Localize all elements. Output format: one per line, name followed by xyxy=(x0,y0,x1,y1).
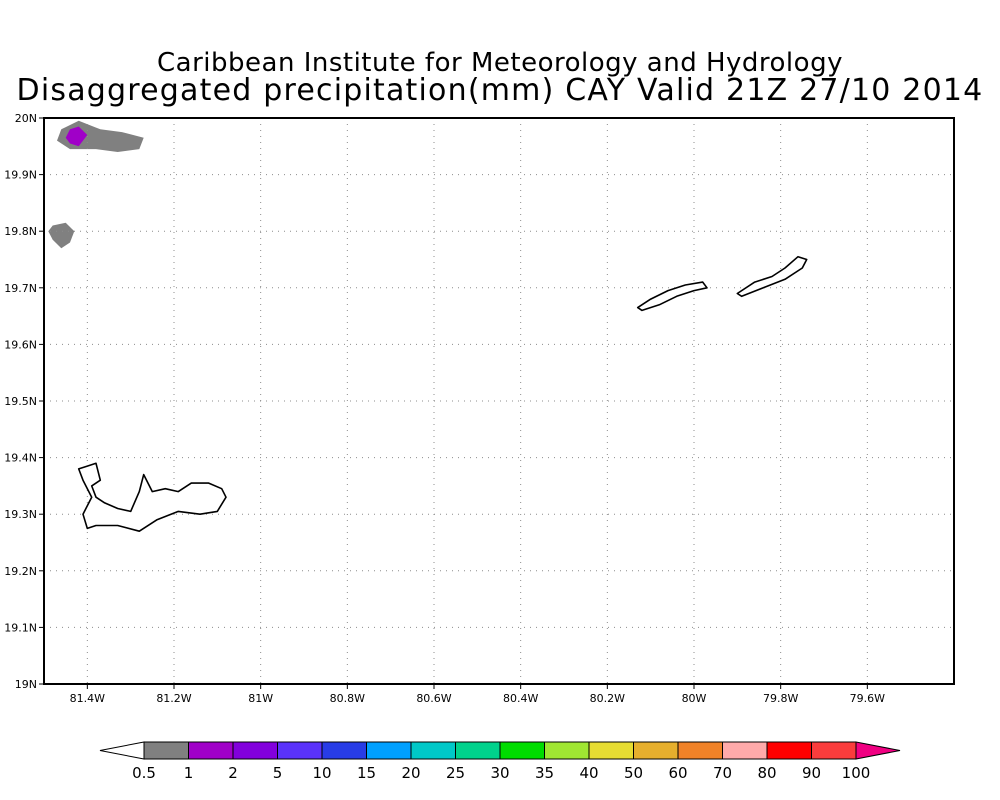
island-outline-1 xyxy=(636,281,708,312)
y-tick-label-8: 19.2N xyxy=(4,565,37,578)
map-plot-area: 81.4W 81.2W 81W 80.8W 80.6W 80.4W 80.2W 80W 79.8… xyxy=(4,112,955,705)
colorbar-label-14: 80 xyxy=(757,764,776,782)
precip-area-1 xyxy=(48,222,75,249)
colorbar-label-6: 20 xyxy=(401,764,420,782)
y-tick-label-6: 19.4N xyxy=(4,452,37,465)
island-outline-0 xyxy=(77,462,227,533)
colorbar-bin-10 xyxy=(544,741,590,760)
colorbar-bin-7 xyxy=(410,741,456,760)
precip-area-2 xyxy=(65,126,88,147)
y-tick-label-10: 19N xyxy=(15,678,37,691)
colorbar-label-11: 50 xyxy=(624,764,643,782)
x-tick-label-6: 80.2W xyxy=(590,692,625,705)
colorbar-label-3: 5 xyxy=(273,764,283,782)
colorbar-bin-17 xyxy=(855,741,901,760)
colorbar-bin-9 xyxy=(499,741,545,760)
colorbar-label-10: 40 xyxy=(579,764,598,782)
y-tick-label-5: 19.5N xyxy=(4,395,37,408)
x-tick-label-4: 80.6W xyxy=(416,692,451,705)
colorbar-bin-0 xyxy=(99,741,145,760)
colorbar-bin-16 xyxy=(811,741,857,760)
colorbar-label-12: 60 xyxy=(668,764,687,782)
colorbar: 0.5 1 2 5 10 15 20 25 30 35 40 50 60 70 80 90 100 xyxy=(99,741,901,782)
colorbar-label-15: 90 xyxy=(802,764,821,782)
x-tick-label-5: 80.4W xyxy=(503,692,538,705)
colorbar-bin-11 xyxy=(588,741,634,760)
colorbar-bin-6 xyxy=(366,741,412,760)
colorbar-bin-3 xyxy=(232,741,278,760)
colorbar-bin-13 xyxy=(677,741,723,760)
x-tick-label-1: 81.2W xyxy=(156,692,191,705)
x-tick-label-9: 79.6W xyxy=(850,692,885,705)
colorbar-label-16: 100 xyxy=(842,764,871,782)
colorbar-bin-5 xyxy=(321,741,367,760)
colorbar-bin-8 xyxy=(455,741,501,760)
colorbar-label-8: 30 xyxy=(490,764,509,782)
title-line1: Caribbean Institute for Meteorology and … xyxy=(157,48,843,78)
colorbar-label-2: 2 xyxy=(228,764,238,782)
y-tick-label-3: 19.7N xyxy=(4,282,37,295)
colorbar-label-0: 0.5 xyxy=(132,764,156,782)
colorbar-label-5: 15 xyxy=(357,764,376,782)
colorbar-label-4: 10 xyxy=(312,764,331,782)
colorbar-bin-2 xyxy=(188,741,234,760)
x-tick-label-7: 80W xyxy=(682,692,707,705)
colorbar-bin-12 xyxy=(633,741,679,760)
colorbar-label-1: 1 xyxy=(184,764,194,782)
colorbar-label-13: 70 xyxy=(713,764,732,782)
colorbar-label-7: 25 xyxy=(446,764,465,782)
title-line2: Disaggregated precipitation(mm) CAY Vali… xyxy=(16,73,984,108)
colorbar-bin-14 xyxy=(722,741,768,760)
y-tick-label-2: 19.8N xyxy=(4,225,37,238)
colorbar-label-9: 35 xyxy=(535,764,554,782)
y-tick-label-4: 19.6N xyxy=(4,338,37,351)
colorbar-bin-1 xyxy=(143,741,189,760)
y-tick-label-9: 19.1N xyxy=(4,621,37,634)
x-tick-label-0: 81.4W xyxy=(70,692,105,705)
y-tick-label-0: 20N xyxy=(15,112,37,125)
y-tick-label-1: 19.9N xyxy=(4,169,37,182)
x-tick-label-2: 81W xyxy=(248,692,273,705)
x-tick-label-3: 80.8W xyxy=(330,692,365,705)
x-tick-label-8: 79.8W xyxy=(763,692,798,705)
y-tick-label-7: 19.3N xyxy=(4,508,37,521)
colorbar-bin-4 xyxy=(277,741,323,760)
colorbar-bin-15 xyxy=(766,741,812,760)
map-frame xyxy=(43,117,955,685)
island-outline-2 xyxy=(736,255,808,298)
